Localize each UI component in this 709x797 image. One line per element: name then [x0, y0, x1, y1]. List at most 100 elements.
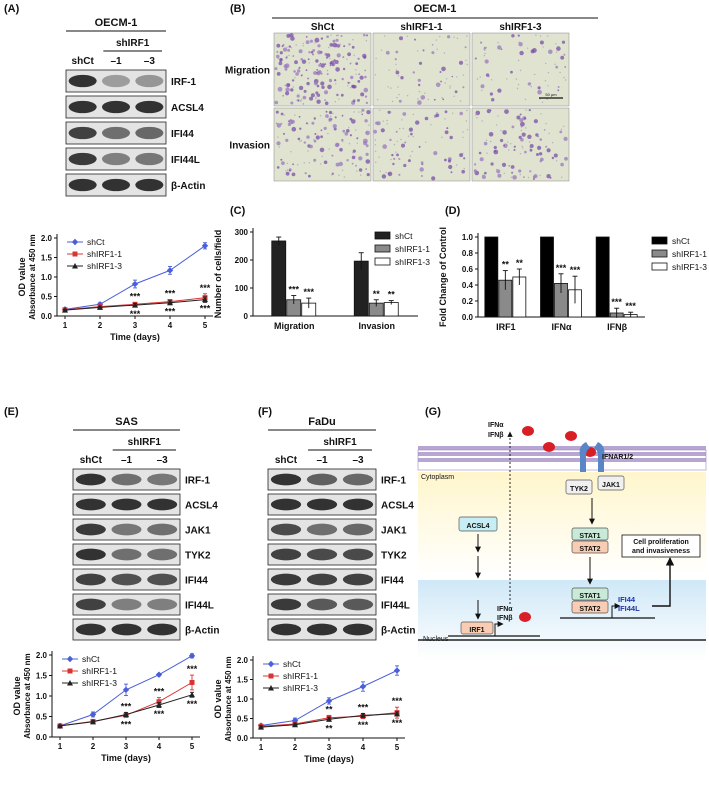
membrane-pore: [515, 78, 518, 80]
protein-label: JAK1: [381, 526, 407, 537]
membrane-pore: [462, 131, 464, 133]
membrane-pore: [308, 62, 310, 64]
stained-cell: [316, 99, 321, 104]
stained-cell: [347, 52, 351, 57]
significance-mark: ***: [625, 301, 636, 311]
membrane-pore: [380, 49, 383, 51]
membrane-pore: [299, 140, 301, 143]
membrane-pore: [407, 135, 410, 137]
significance-mark: ***: [121, 719, 132, 729]
stained-cell: [300, 100, 302, 102]
membrane-pore: [547, 35, 549, 37]
protein-band: [68, 126, 97, 140]
stained-cell: [312, 49, 316, 52]
data-point: [166, 267, 174, 274]
stained-cell: [301, 59, 307, 64]
panel-label-A: (A): [4, 3, 20, 15]
membrane-pore: [295, 44, 297, 46]
ifn-ligand: [522, 426, 534, 436]
micrograph: [471, 107, 570, 182]
y-tick-label: 2.0: [41, 234, 53, 243]
membrane-pore: [286, 55, 288, 58]
stained-cell: [395, 130, 398, 133]
blot-A: (A) OECM-1 shIRF1 shCt –1 –3 IRF-1 ACSL4 IFI44 IF…: [4, 3, 205, 197]
micrograph: [372, 107, 471, 182]
membrane-pore: [290, 47, 293, 49]
data-point: [71, 238, 79, 246]
protein-band: [111, 548, 142, 561]
stained-cell: [516, 115, 521, 120]
stained-cell: [424, 116, 429, 121]
membrane-pore: [496, 168, 498, 171]
stained-cell: [395, 70, 400, 75]
stained-cell: [398, 99, 402, 103]
membrane-pore: [399, 128, 401, 130]
stained-cell: [276, 54, 280, 59]
membrane-pore: [520, 129, 523, 132]
data-point: [90, 718, 96, 725]
stained-cell: [519, 118, 524, 123]
stained-cell: [310, 50, 314, 54]
x-tick-label: 2: [293, 743, 298, 752]
membrane-pore: [483, 55, 485, 57]
membrane-pore: [379, 170, 381, 172]
stained-cell: [480, 41, 483, 44]
membrane-pore: [332, 112, 334, 115]
stained-cell: [478, 151, 482, 155]
stained-cell: [309, 39, 313, 43]
stained-cell: [320, 81, 325, 86]
micrograph: [471, 32, 570, 107]
panel-label-F: (F): [258, 406, 272, 418]
membrane-pore: [406, 95, 409, 97]
protein-label: IRF-1: [171, 77, 196, 88]
data-point: [156, 702, 162, 708]
receptor-label: IFNAR1/2: [602, 454, 633, 461]
protein-band: [75, 623, 106, 636]
outcome-arrow: [652, 557, 675, 607]
category-label: IFNβ: [607, 322, 627, 332]
stained-cell: [323, 160, 328, 165]
stained-cell: [532, 48, 537, 53]
stained-cell: [347, 81, 350, 84]
stained-cell: [510, 70, 513, 74]
x-tick-label: 4: [361, 743, 366, 752]
membrane-pore: [507, 141, 509, 143]
membrane-pore: [529, 147, 531, 149]
membrane-pore: [545, 122, 547, 125]
ifn-ligand-label: IFNα IFNβ: [488, 422, 504, 439]
legend-entry: shIRF1-1: [395, 244, 430, 254]
stained-cell: [338, 161, 343, 167]
stained-cell: [486, 109, 491, 114]
stained-cell: [543, 129, 546, 131]
category-label: IFNα: [551, 322, 571, 332]
membrane-pore: [307, 123, 309, 125]
protein-band: [102, 178, 130, 192]
micrograph-background: [273, 107, 372, 182]
membrane-layer: [418, 458, 706, 462]
stained-cell: [560, 55, 565, 60]
membrane-pore: [456, 37, 459, 39]
significance-mark: ***: [165, 307, 176, 317]
membrane-pore: [285, 170, 287, 172]
stained-cell: [454, 90, 458, 94]
membrane-pore: [401, 119, 403, 121]
membrane-pore: [302, 45, 304, 47]
stained-cell: [302, 95, 307, 100]
isg-label: IFI44 IFI44L: [618, 595, 640, 613]
membrane-pore: [406, 35, 409, 37]
membrane-pore: [462, 136, 464, 139]
x-tick-label: 3: [133, 321, 138, 330]
membrane-pore: [331, 174, 333, 176]
micrograph-background: [273, 32, 372, 107]
data-point: [325, 697, 333, 705]
stained-cell: [364, 95, 368, 98]
stained-cell: [366, 34, 368, 37]
membrane-pore: [329, 57, 331, 60]
stained-cell: [464, 46, 467, 49]
x-tick-label: 1: [63, 321, 68, 330]
stained-cell: [393, 157, 396, 160]
legend-entry: shIRF1-3: [672, 262, 707, 272]
membrane-pore: [424, 92, 426, 94]
membrane-pore: [290, 151, 292, 153]
protein-label: IFI44: [185, 576, 208, 587]
